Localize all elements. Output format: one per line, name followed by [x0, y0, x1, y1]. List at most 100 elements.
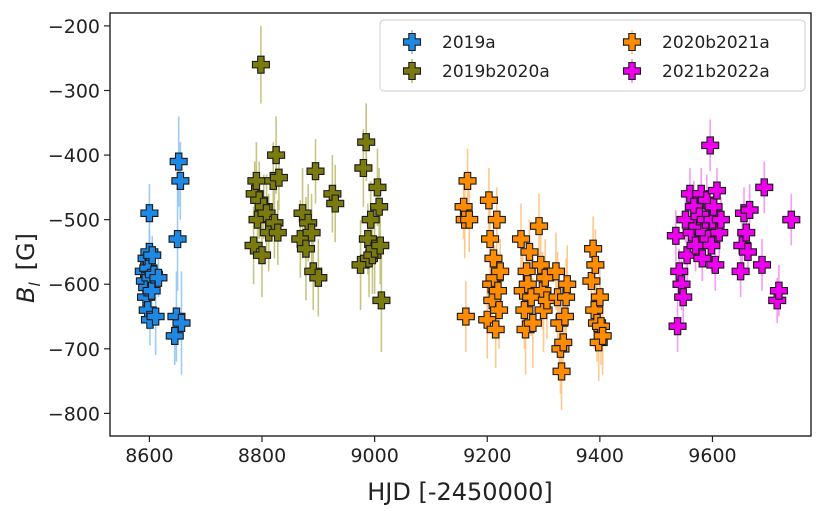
data-point	[707, 181, 727, 200]
y-tick-label: −600	[48, 274, 100, 296]
y-tick-label: −700	[48, 339, 100, 361]
data-point	[731, 262, 750, 281]
data-point	[251, 55, 270, 74]
data-point	[582, 271, 601, 291]
data-point	[168, 229, 187, 249]
y-tick-label: −500	[48, 210, 100, 232]
data-point	[368, 178, 387, 197]
data-point	[666, 226, 685, 245]
data-point	[357, 133, 376, 152]
data-point	[269, 168, 288, 187]
x-tick-label: 9400	[576, 445, 624, 467]
legend-label: 2019b2020a	[442, 62, 550, 82]
data-point	[704, 197, 723, 216]
data-point	[143, 246, 162, 265]
legend-marker	[622, 61, 642, 81]
x-tick-label: 9200	[463, 445, 511, 467]
data-point	[737, 223, 756, 242]
data-point	[511, 229, 531, 249]
legend-box	[379, 19, 806, 92]
x-tick-label: 8800	[238, 445, 286, 467]
data-point	[309, 268, 328, 287]
x-axis-title: HJD [-2450000]	[367, 478, 553, 506]
data-point	[710, 223, 729, 242]
y-tick-label: −300	[48, 80, 100, 102]
data-point	[593, 326, 612, 345]
data-point	[523, 313, 542, 333]
data-point	[755, 178, 774, 197]
data-point	[701, 136, 720, 155]
y-axis-title-symbol: B	[12, 287, 40, 303]
data-point	[169, 152, 188, 171]
data-point	[558, 275, 577, 294]
data-point	[370, 197, 389, 216]
x-tick-label: 8600	[125, 445, 173, 467]
data-point	[554, 333, 573, 352]
axes-frame	[109, 12, 812, 437]
data-point	[146, 307, 165, 326]
y-tick-label: −800	[48, 403, 100, 425]
y-axis-title-subscript: l	[26, 282, 44, 287]
data-point	[306, 162, 325, 181]
data-point	[252, 246, 272, 265]
data-point	[552, 362, 571, 381]
legend-marker	[622, 32, 642, 52]
data-point	[361, 210, 380, 229]
y-axis-title: Bl [G]	[12, 233, 44, 303]
data-point	[171, 171, 190, 190]
y-tick-label: −200	[48, 16, 100, 38]
data-point	[702, 236, 721, 255]
y-axis-title-unit: [G]	[12, 233, 40, 270]
data-point	[488, 281, 507, 300]
data-point	[456, 307, 475, 326]
legend-label: 2020b2021a	[662, 33, 770, 53]
data-point	[268, 223, 287, 242]
data-point	[769, 281, 788, 300]
data-point	[487, 210, 506, 229]
legend-label: 2019a	[442, 33, 496, 53]
data-point	[486, 320, 505, 339]
data-point	[326, 194, 345, 213]
legend-marker	[402, 32, 422, 52]
x-axis-ticks: 8600 8800 9000 9200 9400 9600	[125, 436, 737, 467]
data-point	[479, 191, 498, 210]
data-point	[693, 249, 712, 268]
data-point	[490, 301, 509, 320]
legend-label: 2021b2022a	[662, 62, 770, 82]
data-point	[711, 210, 730, 229]
data-point	[247, 171, 266, 190]
data-point	[557, 288, 576, 307]
data-point	[372, 291, 391, 310]
data-point	[267, 146, 286, 165]
data-point	[706, 255, 725, 274]
data-point	[546, 262, 565, 281]
data-point	[296, 239, 315, 258]
legend-marker	[402, 61, 422, 81]
data-point	[555, 307, 574, 326]
data-point	[515, 301, 534, 320]
data-point	[172, 313, 191, 333]
data-point	[458, 171, 477, 190]
data-point	[529, 217, 549, 236]
data-point	[674, 288, 693, 307]
data-point	[142, 281, 161, 300]
data-point	[140, 204, 159, 223]
legend: 2019a 2019b2020a 2020b2021a 2021b2022a	[379, 19, 806, 92]
data-point	[678, 246, 697, 265]
data-point	[668, 317, 687, 336]
markers-layer	[134, 55, 801, 381]
y-tick-label: −400	[48, 145, 100, 167]
data-point	[752, 255, 772, 274]
data-point	[371, 236, 390, 255]
y-axis-ticks: −200 −300 −400 −500 −600 −700 −800	[48, 16, 110, 425]
data-point	[584, 239, 603, 258]
data-point	[302, 223, 321, 242]
data-point	[460, 210, 479, 229]
data-point	[149, 268, 168, 287]
data-point	[586, 255, 605, 274]
x-tick-label: 9600	[688, 445, 736, 467]
data-point	[481, 229, 500, 249]
data-point	[165, 326, 184, 345]
plot-area	[134, 25, 801, 411]
